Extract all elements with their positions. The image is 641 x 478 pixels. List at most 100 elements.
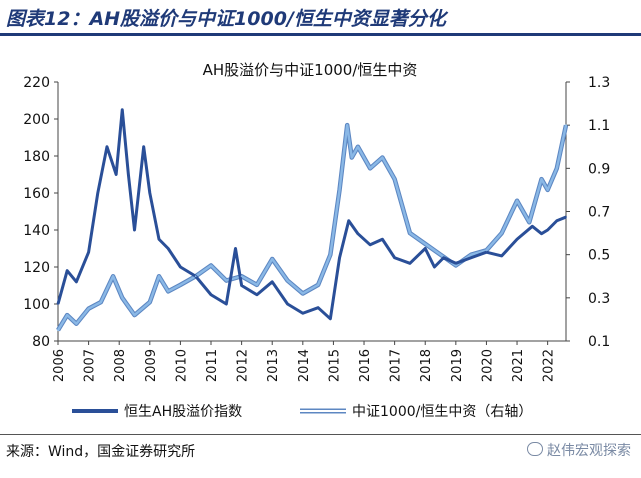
ratio-point: [301, 292, 304, 295]
ratio-point: [546, 189, 549, 191]
ah-point: [485, 251, 488, 254]
right-tick-label: 1.1: [588, 118, 610, 134]
ah-point: [121, 108, 124, 111]
ratio-point: [338, 189, 341, 191]
left-tick-label: 160: [23, 186, 50, 202]
plot-frame: [57, 82, 567, 342]
ratio-point: [470, 253, 473, 256]
source-rule: [0, 434, 641, 435]
left-tick-label: 180: [23, 149, 50, 165]
left-tick-label: 140: [23, 223, 50, 239]
ratio-point: [148, 301, 151, 304]
ah-point: [381, 238, 384, 241]
ah-point: [133, 229, 136, 231]
ratio-point: [409, 232, 411, 234]
right-tick-label: 1.3: [588, 75, 610, 91]
x-tick-label: 2006: [52, 349, 67, 382]
ah-point: [565, 216, 567, 218]
ah-point: [96, 192, 99, 194]
wechat-icon: [527, 442, 543, 456]
source-note: 来源：Wind，国金证券研究所: [6, 444, 196, 460]
ah-point: [531, 225, 534, 228]
x-tick-label: 2014: [297, 349, 312, 382]
watermark-text: 赵伟宏观探索: [547, 443, 631, 459]
right-tick-label: 0.1: [588, 334, 610, 350]
x-tick-label: 2019: [450, 349, 465, 382]
ratio-point: [329, 253, 332, 256]
ah-point: [286, 303, 289, 305]
ratio-point: [194, 275, 197, 278]
ratio-point: [346, 124, 349, 127]
ratio-point: [528, 221, 531, 224]
ratio-point: [516, 199, 518, 202]
ah-point: [301, 312, 304, 315]
ratio-point: [485, 249, 488, 252]
ratio-point: [210, 264, 212, 267]
ah-point: [500, 255, 503, 257]
right-tick-label: 0.9: [588, 161, 610, 177]
ah-point: [142, 145, 145, 148]
right-tick-label: 0.7: [588, 205, 610, 221]
chart-title: AH股溢价与中证1000/恒生中资: [203, 61, 418, 79]
ratio-point: [369, 167, 372, 170]
ah-point: [555, 219, 558, 222]
x-tick-label: 2009: [144, 349, 159, 382]
ah-point: [167, 247, 170, 250]
ratio-point: [99, 301, 102, 304]
ah-point: [409, 262, 411, 265]
x-tick-label: 2020: [480, 349, 495, 382]
ratio-point: [454, 264, 457, 267]
ah-point: [234, 247, 237, 250]
x-tick-label: 2021: [511, 349, 526, 382]
ah-point: [210, 293, 212, 296]
left-tick-label: 120: [23, 260, 50, 276]
x-tick-label: 2022: [542, 349, 557, 382]
ratio-point: [112, 275, 114, 278]
ratio-point: [87, 307, 90, 310]
ratio-point: [121, 296, 124, 299]
x-tick-label: 2010: [174, 349, 189, 382]
x-tick-label: 2007: [83, 349, 98, 382]
figure-title: 图表12：AH股溢价与中证1000/恒生中资显著分化: [6, 8, 446, 30]
ratio-point: [500, 232, 503, 234]
title-rule: [0, 33, 641, 36]
ah-point: [347, 219, 350, 222]
ratio-point: [439, 253, 442, 256]
series-ratio-line: [56, 123, 568, 331]
ah-point: [87, 251, 90, 254]
right-tick-label: 0.5: [588, 248, 610, 264]
ah-point: [516, 238, 518, 241]
ratio-point: [57, 329, 59, 332]
ah-point: [329, 317, 332, 320]
ah-point: [357, 232, 359, 235]
left-tick-label: 80: [32, 334, 50, 350]
ratio-point: [393, 178, 396, 181]
ah-point: [106, 145, 108, 148]
legend: 恒生AH股溢价指数 中证1000/恒生中资（右轴）: [72, 404, 532, 420]
ah-point: [240, 284, 243, 287]
ratio-point: [75, 322, 78, 325]
ratio-point: [350, 156, 353, 159]
ah-point: [470, 256, 473, 259]
ah-point: [442, 256, 445, 259]
ah-point: [148, 192, 151, 194]
x-axis-ticks: 2006 2007 2008 2009 2010 2011 2012 2013 2014 2015…: [52, 341, 557, 382]
chart: AH股溢价与中证1000/恒生中资 80 100 120 140 160 180 200 22…: [23, 61, 610, 420]
ah-point: [338, 256, 341, 259]
x-tick-label: 2015: [327, 349, 342, 382]
ah-point: [271, 280, 274, 283]
ratio-point: [158, 275, 160, 278]
ratio-point: [565, 124, 567, 127]
ah-point: [127, 173, 130, 176]
ah-point: [317, 306, 320, 309]
legend-ratio-label: 中证1000/恒生中资（右轴）: [352, 404, 532, 420]
x-tick-label: 2017: [389, 349, 404, 382]
left-tick-label: 200: [23, 112, 50, 128]
ratio-point: [256, 283, 258, 286]
ah-point: [57, 303, 59, 305]
ratio-point: [317, 283, 320, 286]
ah-point: [256, 293, 258, 296]
ratio-point: [167, 290, 170, 293]
ratio-point: [66, 314, 69, 316]
ratio-point: [286, 279, 289, 282]
